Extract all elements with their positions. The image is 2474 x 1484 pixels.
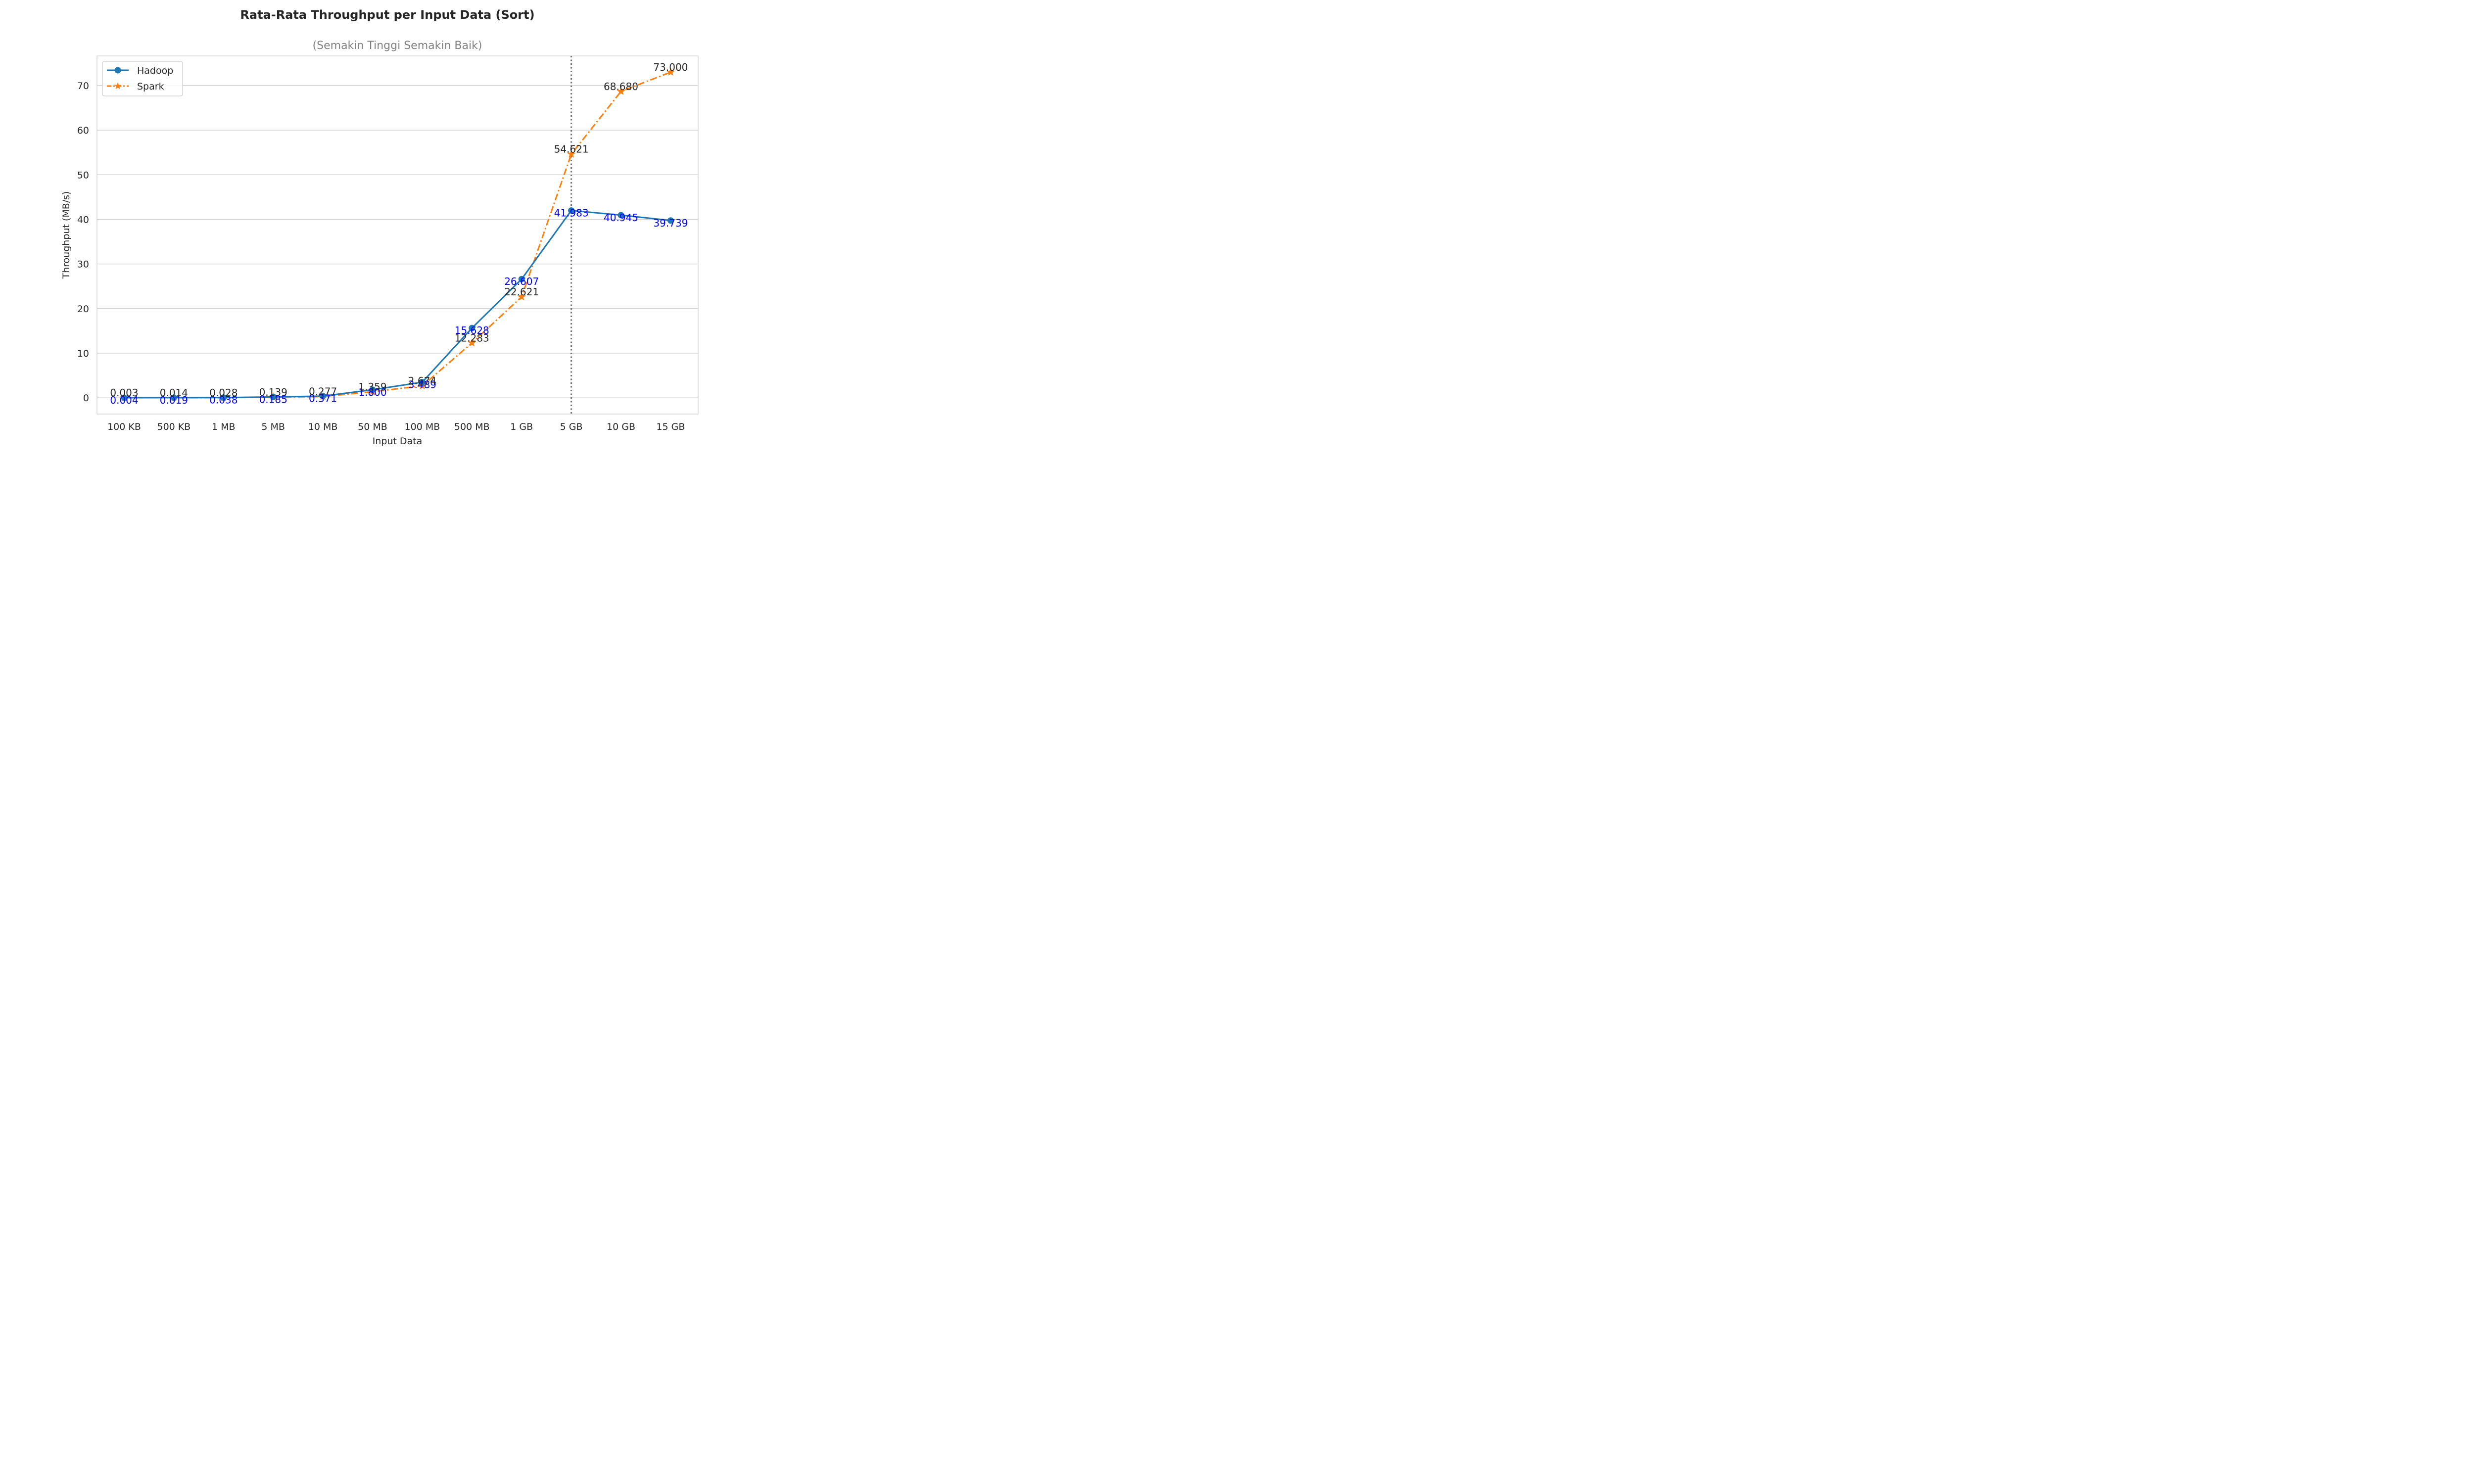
x-tick-label: 50 MB [358, 421, 387, 432]
hadoop-point [568, 207, 575, 214]
hadoop-data-label: 39.739 [653, 217, 688, 229]
throughput-line-chart: Rata-Rata Throughput per Input Data (Sor… [61, 8, 699, 447]
hadoop-data-label: 1.800 [358, 386, 386, 398]
hadoop-point [419, 379, 426, 386]
spark-data-label: 73.000 [653, 61, 688, 73]
x-tick-label: 5 MB [261, 421, 285, 432]
hadoop-point [121, 394, 128, 401]
hadoop-point [320, 393, 327, 400]
y-tick-labels: 0 10 20 30 40 50 60 70 [77, 81, 89, 404]
spark-data-label: 0.014 [160, 387, 188, 399]
hadoop-data-label: 41.983 [554, 207, 589, 219]
hadoop-point [270, 393, 277, 400]
hadoop-point [469, 325, 476, 331]
spark-point [617, 87, 625, 95]
spark-data-label: 0.003 [110, 387, 138, 399]
spark-data-label: 0.139 [259, 386, 287, 398]
y-tick-label: 10 [77, 348, 89, 359]
spark-data-label: 0.277 [309, 386, 337, 398]
spark-data-label: 2.674 [408, 375, 436, 387]
x-tick-labels: 100 KB 500 KB 1 MB 5 MB 10 MB 50 MB 100 MB 500 … [107, 421, 685, 432]
hadoop-data-label: 0.019 [160, 394, 188, 406]
legend-hadoop-label: Hadoop [137, 65, 173, 76]
plot-area [96, 55, 699, 415]
spark-data-label: 12.283 [455, 332, 489, 344]
hadoop-point [170, 394, 177, 401]
y-tick-label: 50 [77, 170, 89, 181]
spark-point [468, 338, 476, 347]
y-tick-label: 60 [77, 125, 89, 136]
spark-data-label: 54.621 [554, 143, 589, 155]
y-gridlines [97, 85, 698, 398]
spark-line [124, 71, 671, 399]
y-tick-label: 40 [77, 214, 89, 225]
spark-point [567, 149, 576, 158]
y-tick-label: 0 [83, 393, 89, 404]
hadoop-data-label: 0.004 [110, 394, 138, 406]
hadoop-point [618, 212, 624, 219]
hadoop-data-label: 0.371 [309, 393, 337, 405]
spark-point [418, 381, 427, 390]
legend-spark-marker [114, 82, 122, 90]
hadoop-data-label: 40.945 [604, 212, 638, 224]
x-tick-label: 100 MB [405, 421, 440, 432]
spark-data-label: 1.359 [358, 381, 386, 393]
y-tick-label: 30 [77, 259, 89, 270]
hadoop-series [121, 207, 674, 401]
hadoop-data-label: 26.607 [504, 276, 539, 287]
series-lines [120, 68, 675, 402]
spark-data-label: 0.028 [209, 387, 238, 399]
spark-point [517, 292, 526, 301]
x-tick-label: 100 KB [107, 421, 141, 432]
x-tick-label: 1 MB [212, 421, 236, 432]
hadoop-data-label: 0.038 [209, 394, 238, 406]
chart-title: Rata-Rata Throughput per Input Data (Sor… [240, 8, 534, 22]
y-axis-label: Throughput (MB/s) [61, 191, 72, 279]
x-tick-label: 500 KB [157, 421, 190, 432]
data-labels: 0.004 0.019 0.038 0.185 0.371 1.800 3.489 15.62… [110, 61, 688, 406]
chart-subtitle: (Semakin Tinggi Semakin Baik) [313, 40, 482, 52]
hadoop-point [667, 217, 674, 224]
legend: Hadoop Spark [102, 61, 183, 96]
hadoop-line [124, 210, 671, 399]
y-tick-label: 20 [77, 304, 89, 315]
spark-point [666, 68, 675, 76]
x-tick-label: 1 GB [510, 421, 533, 432]
x-tick-label: 10 GB [607, 421, 635, 432]
hadoop-data-label: 15.628 [455, 325, 489, 336]
y-tick-label: 70 [77, 81, 89, 92]
hadoop-point [220, 394, 227, 401]
x-axis-label: Input Data [373, 436, 423, 447]
hadoop-data-label: 3.489 [408, 379, 436, 391]
x-tick-label: 15 GB [656, 421, 685, 432]
hadoop-data-label: 0.185 [259, 393, 287, 405]
x-tick-label: 5 GB [560, 421, 583, 432]
spark-data-label: 68.680 [604, 81, 638, 93]
x-tick-label: 10 MB [308, 421, 338, 432]
hadoop-point [369, 386, 376, 393]
x-tick-label: 500 MB [454, 421, 490, 432]
hadoop-point [518, 276, 525, 282]
spark-data-label: 22.621 [504, 286, 539, 298]
legend-hadoop-marker [114, 67, 121, 74]
legend-spark-label: Spark [137, 81, 164, 92]
